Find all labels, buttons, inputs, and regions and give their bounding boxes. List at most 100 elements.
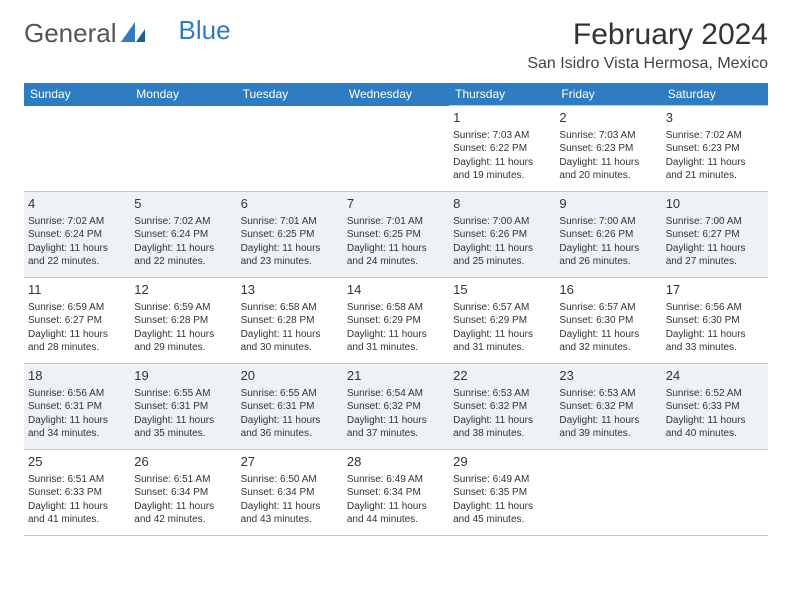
sunset-text: Sunset: 6:30 PM [666,314,764,328]
sunrise-text: Sunrise: 7:01 AM [347,215,445,229]
calendar-day-empty [237,106,343,192]
calendar-day: 14 Sunrise: 6:58 AMSunset: 6:29 PMDayligh… [343,278,449,364]
daylight-text: Daylight: 11 hours and 37 minutes. [347,414,445,441]
sunset-text: Sunset: 6:34 PM [241,486,339,500]
daylight-text: Daylight: 11 hours and 33 minutes. [666,328,764,355]
calendar-week: 4Sunrise: 7:02 AMSunset: 6:24 PMDaylight… [24,192,768,278]
daylight-text: Daylight: 11 hours and 22 minutes. [134,242,232,269]
daylight-text: Daylight: 11 hours and 34 minutes. [28,414,126,441]
sunset-text: Sunset: 6:33 PM [28,486,126,500]
calendar-week: 1Sunrise: 7:03 AMSunset: 6:22 PMDaylight… [24,106,768,192]
day-header: Tuesday [237,83,343,106]
daylight-text: Daylight: 11 hours and 30 minutes. [241,328,339,355]
day-number: 23 [559,367,657,385]
calendar-day: 23 Sunrise: 6:53 AMSunset: 6:32 PMDayligh… [555,364,661,450]
calendar-day: 2 Sunrise: 7:03 AMSunset: 6:23 PMDaylight… [555,106,661,192]
daylight-text: Daylight: 11 hours and 22 minutes. [28,242,126,269]
day-number: 21 [347,367,445,385]
calendar-day: 21Sunrise: 6:54 AMSunset: 6:32 PMDayligh… [343,364,449,450]
daylight-text: Daylight: 11 hours and 27 minutes. [666,242,764,269]
sunrise-text: Sunrise: 7:03 AM [453,129,551,143]
daylight-text: Daylight: 11 hours and 23 minutes. [241,242,339,269]
daylight-text: Daylight: 11 hours and 36 minutes. [241,414,339,441]
logo-sail-icon [121,18,147,49]
sunrise-text: Sunrise: 6:55 AM [134,387,232,401]
sunset-text: Sunset: 6:30 PM [559,314,657,328]
sunrise-text: Sunrise: 6:58 AM [347,301,445,315]
sunrise-text: Sunrise: 6:53 AM [559,387,657,401]
sunrise-text: Sunrise: 6:51 AM [134,473,232,487]
day-header: Monday [130,83,236,106]
sunset-text: Sunset: 6:28 PM [134,314,232,328]
sunset-text: Sunset: 6:29 PM [347,314,445,328]
sunrise-text: Sunrise: 7:03 AM [559,129,657,143]
page-header: General Blue February 2024 San Isidro Vi… [24,18,768,73]
sunrise-text: Sunrise: 6:54 AM [347,387,445,401]
day-number: 2 [559,109,657,127]
day-header: Wednesday [343,83,449,106]
calendar-day: 12Sunrise: 6:59 AMSunset: 6:28 PMDayligh… [130,278,236,364]
day-number: 4 [28,195,126,213]
sunset-text: Sunset: 6:34 PM [134,486,232,500]
day-number: 25 [28,453,126,471]
daylight-text: Daylight: 11 hours and 31 minutes. [453,328,551,355]
sunset-text: Sunset: 6:33 PM [666,400,764,414]
daylight-text: Daylight: 11 hours and 20 minutes. [559,156,657,183]
day-number: 5 [134,195,232,213]
daylight-text: Daylight: 11 hours and 26 minutes. [559,242,657,269]
day-number: 1 [453,109,551,127]
daylight-text: Daylight: 11 hours and 38 minutes. [453,414,551,441]
sunset-text: Sunset: 6:27 PM [666,228,764,242]
sunset-text: Sunset: 6:32 PM [559,400,657,414]
calendar-day: 1Sunrise: 7:03 AMSunset: 6:22 PMDaylight… [449,106,555,192]
day-header: Friday [555,83,661,106]
day-number: 29 [453,453,551,471]
title-block: February 2024 San Isidro Vista Hermosa, … [527,18,768,73]
day-number: 20 [241,367,339,385]
daylight-text: Daylight: 11 hours and 39 minutes. [559,414,657,441]
daylight-text: Daylight: 11 hours and 31 minutes. [347,328,445,355]
sunset-text: Sunset: 6:32 PM [453,400,551,414]
sunset-text: Sunset: 6:25 PM [347,228,445,242]
calendar-day: 8Sunrise: 7:00 AMSunset: 6:26 PMDaylight… [449,192,555,278]
sunset-text: Sunset: 6:27 PM [28,314,126,328]
day-number: 6 [241,195,339,213]
day-header: Saturday [662,83,768,106]
day-number: 24 [666,367,764,385]
calendar-day: 20Sunrise: 6:55 AMSunset: 6:31 PMDayligh… [237,364,343,450]
sunrise-text: Sunrise: 7:00 AM [453,215,551,229]
calendar-day: 13Sunrise: 6:58 AMSunset: 6:28 PMDayligh… [237,278,343,364]
daylight-text: Daylight: 11 hours and 19 minutes. [453,156,551,183]
sunset-text: Sunset: 6:35 PM [453,486,551,500]
day-number: 19 [134,367,232,385]
sunrise-text: Sunrise: 6:58 AM [241,301,339,315]
sunset-text: Sunset: 6:26 PM [559,228,657,242]
day-number: 12 [134,281,232,299]
daylight-text: Daylight: 11 hours and 35 minutes. [134,414,232,441]
calendar-day: 27Sunrise: 6:50 AMSunset: 6:34 PMDayligh… [237,450,343,536]
sunset-text: Sunset: 6:34 PM [347,486,445,500]
sunrise-text: Sunrise: 6:50 AM [241,473,339,487]
calendar-day: 16Sunrise: 6:57 AMSunset: 6:30 PMDayligh… [555,278,661,364]
calendar-day: 17Sunrise: 6:56 AMSunset: 6:30 PMDayligh… [662,278,768,364]
sunset-text: Sunset: 6:31 PM [134,400,232,414]
sunrise-text: Sunrise: 6:56 AM [666,301,764,315]
sunrise-text: Sunrise: 6:57 AM [559,301,657,315]
calendar-day: 4Sunrise: 7:02 AMSunset: 6:24 PMDaylight… [24,192,130,278]
daylight-text: Daylight: 11 hours and 25 minutes. [453,242,551,269]
sunset-text: Sunset: 6:31 PM [241,400,339,414]
sunrise-text: Sunrise: 7:00 AM [666,215,764,229]
day-header: Sunday [24,83,130,106]
day-number: 14 [347,281,445,299]
calendar-day-empty [24,106,130,192]
day-number: 8 [453,195,551,213]
sunrise-text: Sunrise: 6:56 AM [28,387,126,401]
calendar-day: 10Sunrise: 7:00 AMSunset: 6:27 PMDayligh… [662,192,768,278]
sunrise-text: Sunrise: 6:49 AM [347,473,445,487]
sunset-text: Sunset: 6:23 PM [559,142,657,156]
day-number: 22 [453,367,551,385]
day-number: 3 [666,109,764,127]
calendar-day: 26Sunrise: 6:51 AMSunset: 6:34 PMDayligh… [130,450,236,536]
calendar-day-empty [555,450,661,536]
calendar-day: 25Sunrise: 6:51 AMSunset: 6:33 PMDayligh… [24,450,130,536]
